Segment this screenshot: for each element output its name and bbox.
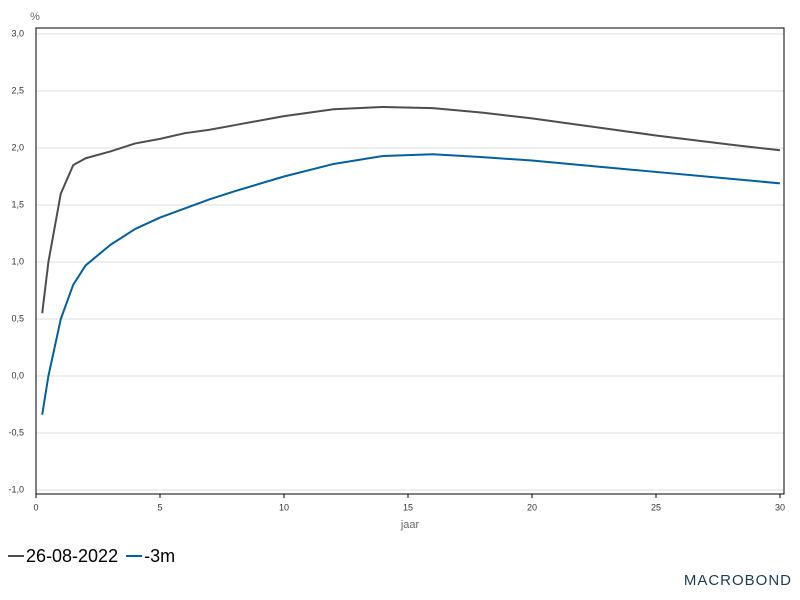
x-tick-label: 25: [651, 502, 661, 512]
line: [41, 105, 781, 314]
y-tick-label: -1,0: [8, 484, 24, 494]
y-tick-label: 3,0: [11, 28, 24, 38]
legend-label: -3m: [144, 546, 175, 566]
x-tick-label: 5: [157, 502, 162, 512]
y-tick-label: 2,0: [11, 142, 24, 152]
plot-frame: [35, 27, 785, 495]
legend-label: 26-08-2022: [26, 546, 118, 566]
y-tick-label: 2,5: [11, 85, 24, 95]
y-tick-label: -0,5: [8, 427, 24, 437]
x-tick-label: 20: [527, 502, 537, 512]
line: [41, 153, 781, 415]
x-axis-title: jaar: [400, 519, 420, 531]
y-tick-label: 1,5: [11, 199, 24, 209]
x-tick-label: 30: [775, 502, 785, 512]
y-tick-label: 0,5: [11, 313, 24, 323]
brand: MACROBOND: [684, 572, 792, 589]
x-tick-label: 15: [403, 502, 413, 512]
y-tick-label: 0,0: [11, 370, 24, 380]
y-axis-title: %: [30, 11, 40, 23]
y-tick-label: 1,0: [11, 256, 24, 266]
x-tick-label: 0: [33, 502, 38, 512]
x-tick-label: 10: [279, 502, 289, 512]
